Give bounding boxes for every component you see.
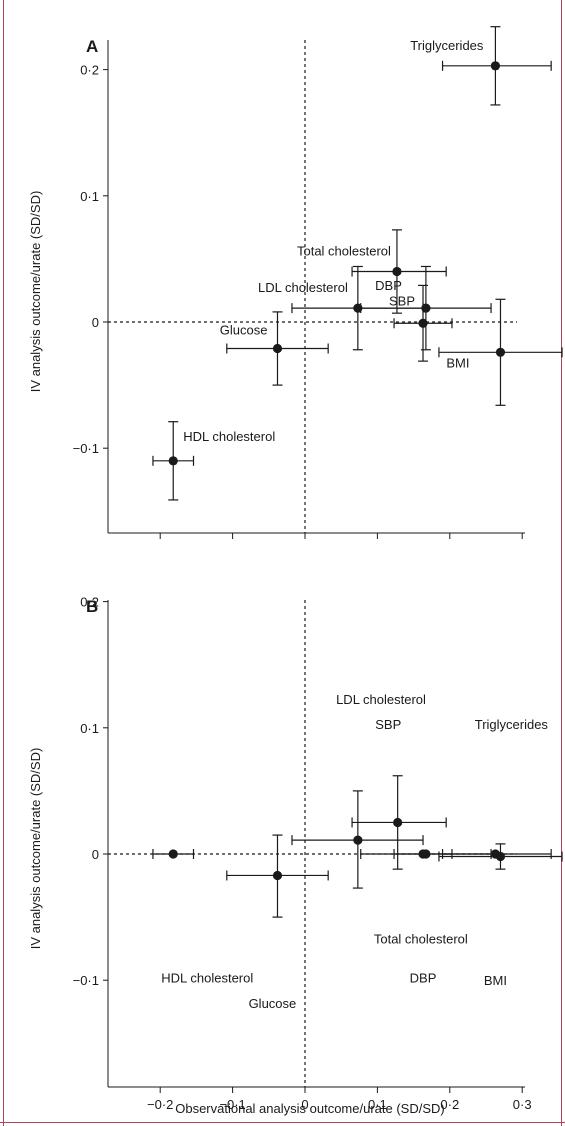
data-point [393,817,403,828]
annotation-label: LDL cholesterol [336,692,426,707]
point-label: DBP [375,278,402,293]
y-axis-label: IV analysis outcome/urate (SD/SD) [28,748,43,950]
data-point [421,849,431,859]
point-label: HDL cholesterol [183,429,275,444]
data-point [168,456,178,466]
y-tick-label: −0·1 [73,973,99,988]
x-tick-label: 0·3 [513,1097,532,1112]
annotation-label: BMI [484,973,507,988]
y-tick-label: 0 [92,315,99,330]
y-tick-label: 0·1 [80,721,99,736]
y-tick-label: 0·2 [80,595,99,610]
data-point [392,266,402,277]
data-point [353,835,363,845]
panel-b: B −0·1 0 0·1 0·2 −0·2 −0·1 0 0·1 0·2 0·3 IV analysi… [28,595,563,1112]
annotation-label: Triglycerides [475,717,549,732]
frame-left-rule [3,0,4,1126]
x-axis-label: Observational analysis outcome/urate (SD… [175,1101,445,1116]
x-tick-label: −0·1 [219,1097,245,1112]
y-tick-label: −0·1 [73,441,99,456]
x-tick-label: 0·2 [440,1097,459,1112]
frame-right-rule [561,0,562,1126]
data-point [490,61,501,71]
data-point [418,318,428,328]
data-point [272,870,283,881]
annotation-label: HDL cholesterol [161,971,253,986]
y-tick-label: 0 [92,847,99,862]
data-point [495,851,506,862]
x-tick-label: −0·2 [147,1097,173,1112]
point-label: Glucose [220,323,268,338]
data-point [495,347,506,357]
point-label: LDL cholesterol [258,280,348,295]
point-label: Total cholesterol [297,244,391,259]
point-label: BMI [446,355,469,370]
y-axis-label: IV analysis outcome/urate (SD/SD) [28,191,43,393]
annotation-label: SBP [375,717,401,732]
data-point [353,303,363,313]
point-label: Triglycerides [410,38,484,53]
panel-label: B [86,597,98,616]
panel-label: A [86,37,98,56]
point-label: SBP [389,293,415,308]
x-tick-label: 0·1 [368,1097,387,1112]
x-tick-label: 0 [301,1097,308,1112]
y-tick-label: 0·2 [80,63,99,78]
data-point [168,849,178,859]
annotation-label: Glucose [249,996,297,1011]
frame-bottom-rule [0,1122,565,1123]
annotation-label: DBP [410,971,437,986]
data-point [272,343,283,354]
annotation-label: Total cholesterol [374,932,468,947]
panel-a: A −0·1 0 0·1 0·2 IV analysis outcome/urate (S… [28,26,563,539]
y-tick-label: 0·1 [80,189,99,204]
